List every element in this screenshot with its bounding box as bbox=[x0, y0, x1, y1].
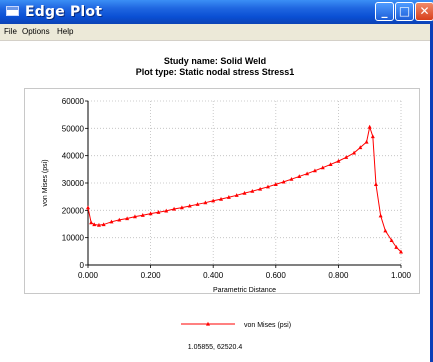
data-point bbox=[383, 228, 388, 233]
series-line bbox=[87, 125, 402, 253]
data-point bbox=[164, 208, 169, 213]
data-point bbox=[370, 134, 375, 139]
menu-options[interactable]: Options bbox=[22, 27, 50, 36]
minimize-button[interactable]: _ bbox=[375, 2, 394, 21]
data-point bbox=[96, 222, 101, 227]
y-tick-label: 10000 bbox=[62, 234, 85, 243]
y-tick-label: 50000 bbox=[62, 124, 85, 133]
data-point bbox=[394, 245, 399, 249]
data-point bbox=[211, 198, 216, 203]
data-point bbox=[86, 205, 90, 210]
data-point bbox=[89, 220, 94, 225]
data-point bbox=[92, 222, 97, 227]
data-point bbox=[305, 171, 310, 176]
x-tick-label: 0.600 bbox=[266, 271, 287, 280]
data-point bbox=[219, 196, 224, 201]
data-point bbox=[148, 211, 153, 216]
x-tick-label: 0.400 bbox=[203, 271, 224, 280]
data-point bbox=[250, 189, 255, 193]
y-tick-label: 0 bbox=[80, 261, 85, 270]
legend-label: von Mises (psi) bbox=[244, 322, 291, 329]
coordinate-readout: 1.05855, 62520.4 bbox=[188, 344, 243, 351]
data-point bbox=[358, 145, 363, 150]
data-point bbox=[179, 205, 184, 210]
window-title: Edge Plot bbox=[25, 4, 103, 20]
legend-marker bbox=[206, 321, 210, 326]
y-tick-label: 40000 bbox=[62, 152, 85, 161]
data-point bbox=[289, 176, 294, 181]
data-point bbox=[320, 165, 325, 170]
menu-bar: File Options Help bbox=[0, 24, 430, 41]
menu-help[interactable]: Help bbox=[57, 27, 74, 36]
data-point bbox=[125, 216, 130, 221]
close-button[interactable]: ✕ bbox=[415, 2, 433, 21]
x-tick-label: 0.200 bbox=[141, 271, 162, 280]
title-bar[interactable]: Edge Plot _ □ ✕ bbox=[0, 0, 433, 24]
app-window-icon bbox=[6, 6, 19, 16]
data-point bbox=[378, 213, 383, 218]
data-point bbox=[242, 190, 247, 195]
x-tick-label: 0.000 bbox=[78, 271, 99, 280]
y-tick-label: 30000 bbox=[62, 179, 85, 188]
data-point bbox=[312, 168, 317, 173]
data-point bbox=[156, 210, 161, 214]
x-axis-label: Parametric Distance bbox=[213, 287, 276, 294]
menu-file[interactable]: File bbox=[4, 27, 17, 36]
data-point bbox=[109, 219, 114, 224]
data-point bbox=[344, 155, 349, 159]
data-point bbox=[140, 213, 145, 217]
data-point bbox=[273, 182, 278, 186]
study-name: Study name: Solid Weld bbox=[163, 56, 267, 66]
plot-type: Plot type: Static nodal stress Stress1 bbox=[135, 67, 295, 77]
data-point bbox=[336, 158, 341, 163]
data-point bbox=[195, 202, 200, 206]
x-tick-label: 1.000 bbox=[391, 271, 412, 280]
maximize-button[interactable]: □ bbox=[395, 2, 414, 21]
data-point bbox=[187, 203, 192, 208]
data-point bbox=[373, 182, 378, 186]
y-tick-label: 60000 bbox=[62, 97, 85, 106]
data-point bbox=[364, 139, 369, 144]
data-point bbox=[399, 249, 403, 254]
y-tick-label: 20000 bbox=[62, 206, 85, 215]
y-axis-label: von Mises (psi) bbox=[42, 159, 49, 206]
data-point bbox=[172, 206, 177, 211]
data-point bbox=[281, 179, 286, 184]
data-point bbox=[101, 222, 106, 227]
data-point bbox=[352, 150, 357, 155]
data-point bbox=[117, 217, 122, 222]
data-point bbox=[226, 195, 231, 199]
data-point bbox=[203, 200, 208, 205]
data-point bbox=[328, 162, 333, 167]
data-point bbox=[132, 214, 137, 219]
chart-frame bbox=[24, 88, 420, 294]
data-point bbox=[258, 186, 263, 191]
data-point bbox=[389, 238, 394, 242]
data-point bbox=[265, 184, 270, 189]
x-tick-label: 0.800 bbox=[328, 271, 349, 280]
data-point bbox=[367, 124, 372, 129]
data-point bbox=[297, 174, 302, 179]
data-point bbox=[234, 193, 239, 197]
